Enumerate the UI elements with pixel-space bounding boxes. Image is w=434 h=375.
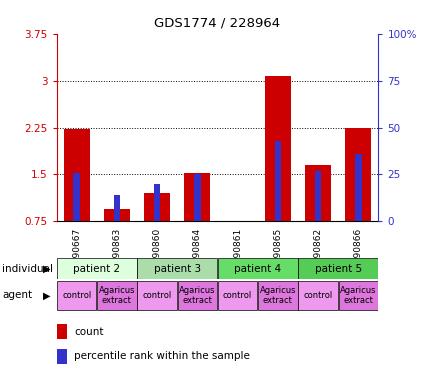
Bar	[264, 76, 290, 221]
Bar	[104, 209, 130, 221]
Text: Agaricus
extract: Agaricus extract	[179, 286, 215, 305]
Text: ▶: ▶	[43, 291, 50, 300]
Bar	[298, 281, 337, 310]
Bar	[298, 258, 377, 279]
Bar	[57, 281, 96, 310]
Bar	[63, 129, 89, 221]
Bar	[113, 195, 120, 221]
Bar	[345, 128, 371, 221]
Text: agent: agent	[2, 291, 32, 300]
Text: count: count	[74, 327, 103, 337]
Bar	[194, 174, 200, 221]
Text: patient 5: patient 5	[314, 264, 361, 273]
Bar	[304, 165, 330, 221]
Bar	[217, 281, 257, 310]
Bar	[154, 184, 160, 221]
Text: patient 4: patient 4	[233, 264, 281, 273]
Text: control: control	[142, 291, 171, 300]
Text: ▶: ▶	[43, 264, 50, 274]
Text: patient 3: patient 3	[153, 264, 201, 273]
Text: Agaricus
extract: Agaricus extract	[99, 286, 135, 305]
Bar	[144, 193, 170, 221]
Bar	[314, 171, 321, 221]
Text: percentile rank within the sample: percentile rank within the sample	[74, 351, 249, 361]
Text: individual: individual	[2, 264, 53, 274]
Bar	[217, 258, 297, 279]
Text: patient 2: patient 2	[73, 264, 120, 273]
Text: control: control	[62, 291, 91, 300]
Bar	[338, 281, 377, 310]
Text: control: control	[303, 291, 332, 300]
Bar	[177, 281, 217, 310]
Bar	[354, 154, 361, 221]
Text: control: control	[223, 291, 252, 300]
Text: GDS1774 / 228964: GDS1774 / 228964	[154, 17, 280, 30]
Bar	[257, 281, 297, 310]
Bar	[57, 258, 136, 279]
Bar	[73, 172, 80, 221]
Text: Agaricus
extract: Agaricus extract	[259, 286, 296, 305]
Bar	[137, 258, 217, 279]
Bar	[97, 281, 136, 310]
Bar	[137, 281, 177, 310]
Bar	[274, 141, 280, 221]
Bar	[184, 172, 210, 221]
Text: Agaricus
extract: Agaricus extract	[339, 286, 376, 305]
